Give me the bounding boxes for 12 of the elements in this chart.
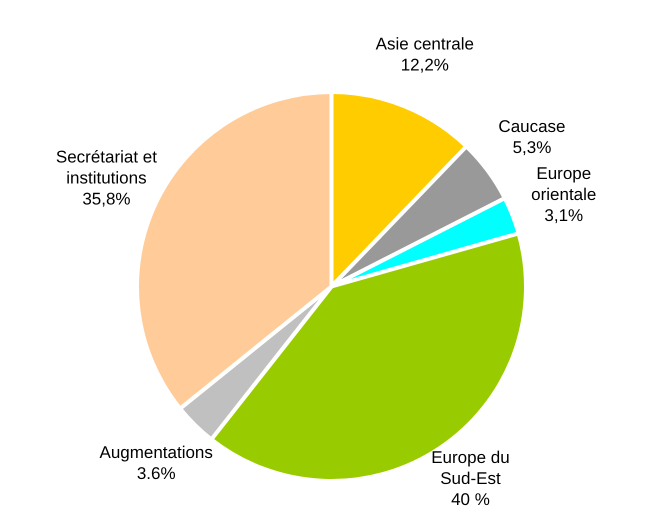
slice-label: Asie centrale	[376, 34, 474, 54]
data-label: 12,2%	[400, 55, 449, 74]
data-label: 35,8%	[82, 190, 131, 209]
slice-label: Secrétariat et institutions	[56, 148, 158, 188]
slice-label: Europe orientale	[531, 164, 596, 204]
data-label: 5,3%	[512, 138, 552, 158]
data-label: 3.6%	[136, 464, 176, 484]
data-label: 40 %	[451, 490, 490, 510]
slice-label: Augmentations	[99, 443, 213, 462]
data-label: 3,1%	[544, 206, 584, 226]
slice-label: Europe du Sud-Est	[431, 448, 510, 488]
slice-label: Caucase	[498, 117, 566, 136]
